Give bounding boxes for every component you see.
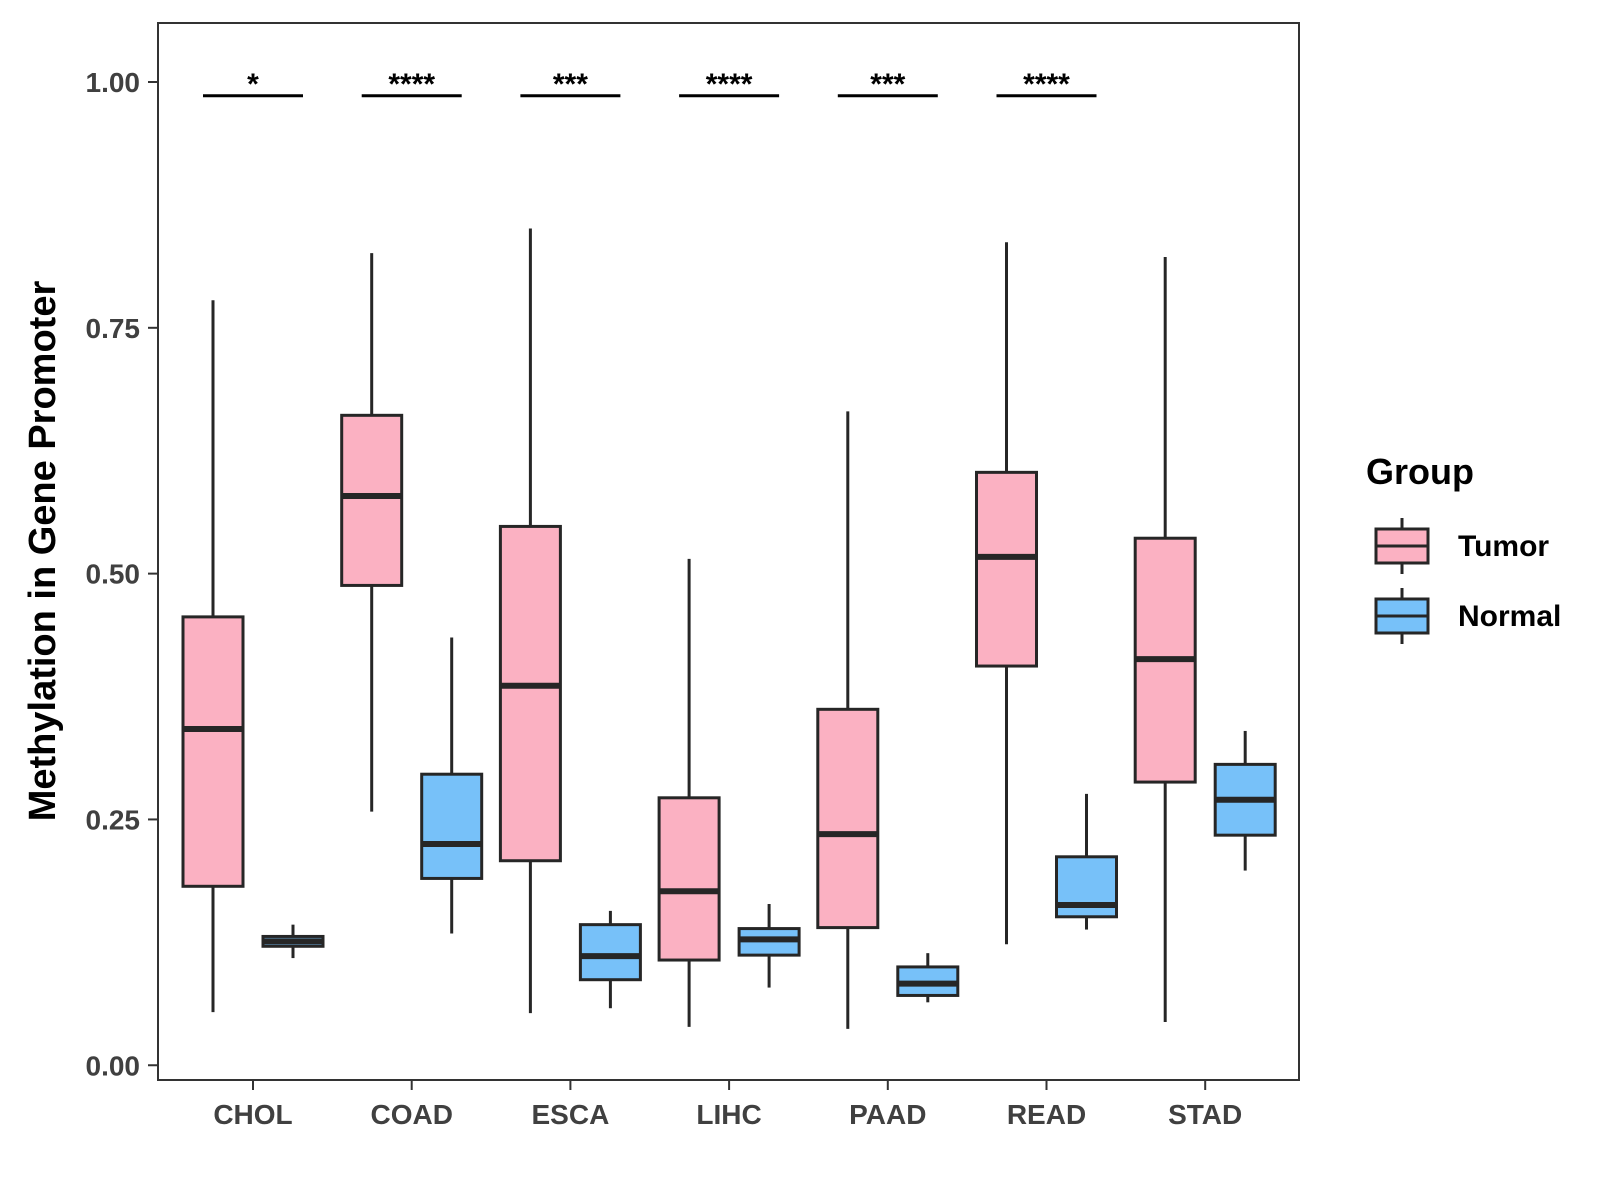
x-tick-label: READ	[1007, 1099, 1086, 1130]
normal-box-stad	[1213, 730, 1277, 871]
significance-label: *	[247, 68, 259, 101]
tumor-box-esca	[498, 228, 562, 1014]
x-tick-label: COAD	[370, 1099, 452, 1130]
x-tick-label: PAAD	[849, 1099, 926, 1130]
y-tick-label: 0.50	[86, 559, 141, 590]
normal-box-esca	[578, 910, 642, 1009]
y-tick-label: 0.25	[86, 804, 141, 835]
legend-label: Normal	[1458, 600, 1561, 633]
y-axis-title: Methylation in Gene Promoter	[22, 281, 64, 822]
normal-box-coad	[420, 637, 484, 934]
box-iqr	[816, 707, 880, 930]
x-axis: CHOL COAD ESCA LIHC PAAD READ STAD	[213, 1080, 1242, 1130]
box-layer	[181, 228, 1277, 1029]
significance-label: ****	[706, 68, 753, 101]
box-iqr	[578, 923, 642, 982]
x-tick-label: LIHC	[696, 1099, 761, 1130]
box-iqr	[420, 772, 484, 880]
box-iqr	[498, 524, 562, 863]
legend-label: Tumor	[1458, 530, 1549, 563]
normal-box-read	[1055, 793, 1118, 930]
tumor-box-lihc	[657, 558, 721, 1027]
legend-entry-normal: Normal	[1374, 588, 1561, 644]
x-tick-label: STAD	[1168, 1099, 1242, 1130]
legend-entry-tumor: Tumor	[1374, 518, 1549, 574]
normal-box-chol	[261, 924, 325, 959]
normal-box-paad	[896, 953, 960, 1003]
y-tick-label: 0.75	[86, 313, 141, 344]
tumor-box-coad	[340, 253, 404, 812]
significance-layer: * **** *** **** *** ****	[203, 68, 1097, 101]
y-axis: 0.00 0.25 0.50 0.75 1.00	[86, 67, 158, 1081]
box-iqr	[975, 470, 1038, 668]
tumor-box-read	[975, 242, 1038, 945]
box-iqr	[657, 796, 721, 962]
tumor-box-stad	[1133, 257, 1197, 1022]
tumor-box-chol	[181, 300, 245, 1013]
x-tick-label: ESCA	[532, 1099, 610, 1130]
box-iqr	[181, 615, 245, 888]
tumor-box-paad	[816, 411, 880, 1029]
x-tick-label: CHOL	[213, 1099, 292, 1130]
significance-label: ***	[870, 68, 905, 101]
legend: Group Tumor Normal	[1366, 451, 1561, 644]
significance-label: ****	[1023, 68, 1070, 101]
box-iqr	[340, 413, 404, 587]
y-tick-label: 0.00	[86, 1050, 141, 1081]
significance-label: ****	[388, 68, 435, 101]
normal-box-lihc	[737, 903, 801, 988]
legend-title: Group	[1366, 451, 1474, 492]
plot-panel	[157, 22, 1300, 1081]
y-tick-label: 1.00	[86, 67, 141, 98]
significance-label: ***	[553, 68, 588, 101]
